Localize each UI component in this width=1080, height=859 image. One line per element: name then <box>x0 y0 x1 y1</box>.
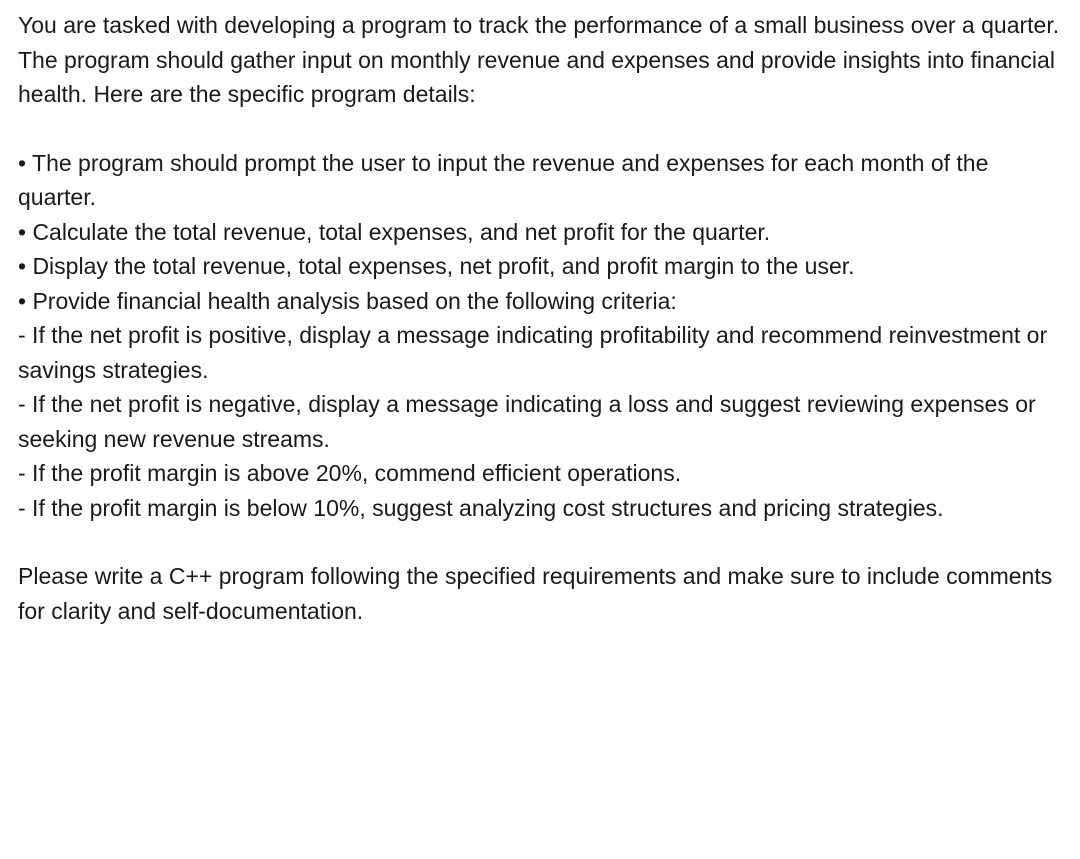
sub-bullet-item: - If the net profit is negative, display… <box>18 387 1062 456</box>
outro-text: Please write a C++ program following the… <box>18 563 1052 624</box>
bullet-item: • Display the total revenue, total expen… <box>18 249 1062 284</box>
bullet-item: • Provide financial health analysis base… <box>18 284 1062 319</box>
sub-bullet-item: - If the profit margin is below 10%, sug… <box>18 491 1062 526</box>
sub-bullet-item: - If the profit margin is above 20%, com… <box>18 456 1062 491</box>
requirements-list: • The program should prompt the user to … <box>18 146 1062 526</box>
bullet-item: • Calculate the total revenue, total exp… <box>18 215 1062 250</box>
intro-text: You are tasked with developing a program… <box>18 12 1059 107</box>
outro-paragraph: Please write a C++ program following the… <box>18 559 1062 628</box>
sub-bullet-item: - If the net profit is positive, display… <box>18 318 1062 387</box>
bullet-item: • The program should prompt the user to … <box>18 146 1062 215</box>
intro-paragraph: You are tasked with developing a program… <box>18 8 1062 112</box>
